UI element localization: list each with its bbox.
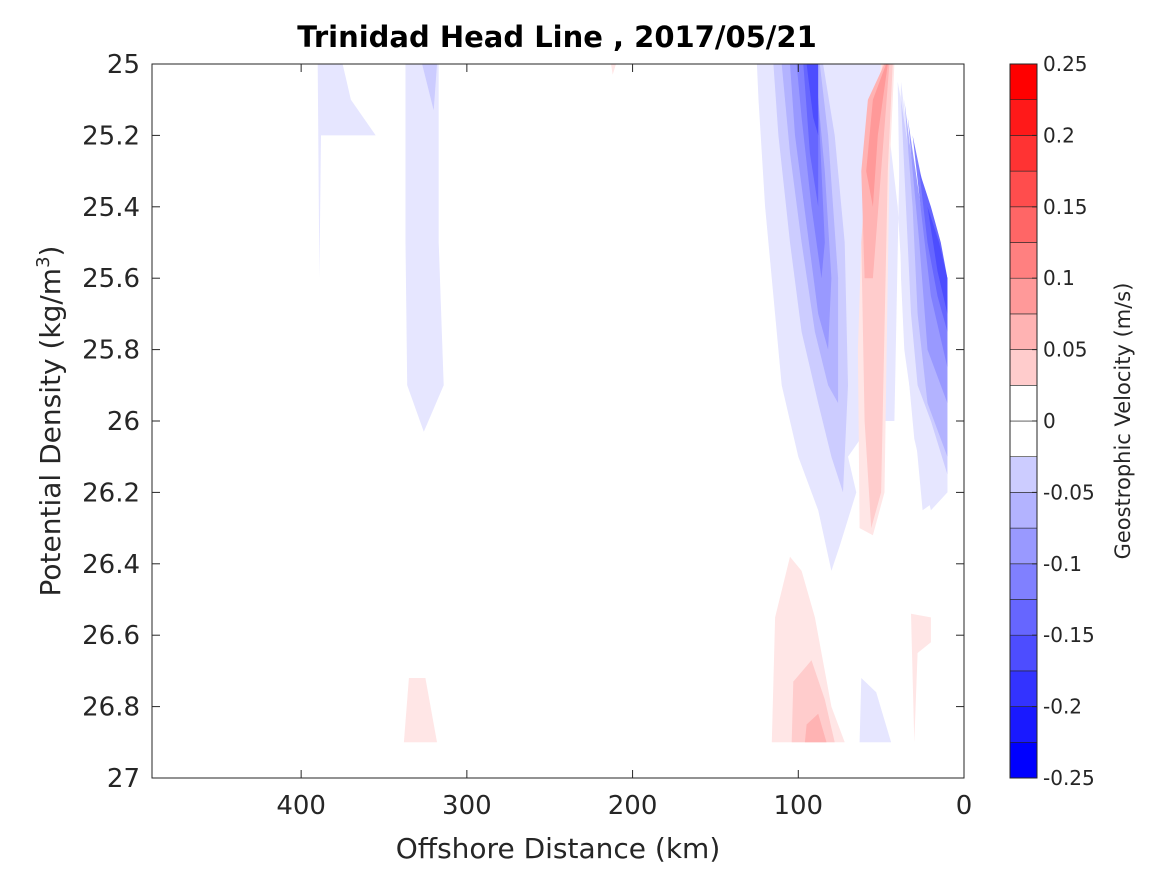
colorbar-swatch — [1009, 706, 1038, 743]
colorbar-swatch — [1009, 492, 1038, 529]
colorbar-tick-label: -0.1 — [1043, 552, 1082, 576]
y-tick-label: 25.8 — [82, 336, 140, 366]
y-tick-label: 25.4 — [82, 193, 140, 223]
contour-region-27 — [911, 613, 931, 743]
colorbar-swatch — [1009, 277, 1038, 315]
x-tick-label: 200 — [608, 791, 658, 821]
y-tick-label: 26.6 — [82, 621, 140, 651]
colorbar-swatch — [1009, 63, 1038, 101]
y-tick-label: 25.2 — [82, 121, 140, 151]
y-tick-label: 26.4 — [82, 550, 140, 580]
colorbar-tick-label: 0.25 — [1043, 52, 1088, 76]
contour-region-23 — [771, 556, 845, 743]
y-axis-label-close: ) — [34, 246, 67, 257]
y-axis-label-main: Potential Density (kg/m — [34, 268, 67, 597]
x-tick-label: 0 — [956, 791, 973, 821]
colorbar-tick-label: 0.15 — [1043, 195, 1088, 219]
colorbar-swatch — [1009, 349, 1038, 386]
y-tick-label: 25 — [107, 50, 140, 80]
colorbar-swatch — [1009, 135, 1038, 172]
contour-region-26 — [859, 678, 892, 743]
colorbar-swatch — [1009, 384, 1038, 422]
colorbar-swatch — [1009, 99, 1038, 136]
y-tick-label: 26 — [107, 407, 140, 437]
colorbar-tick-label: -0.15 — [1043, 623, 1095, 647]
colorbar-swatch — [1009, 313, 1038, 350]
colorbar-tick-label: -0.2 — [1043, 695, 1082, 719]
y-axis-ticks: 25 25.2 25.4 25.6 25.8 26 26.2 26.4 26.6 26.8 27 — [82, 50, 964, 794]
contour-region-22 — [403, 678, 437, 743]
contour-region-25 — [804, 713, 827, 743]
contour-region-14 — [866, 64, 888, 207]
colorbar-swatch — [1009, 170, 1038, 208]
contour-regions — [317, 64, 948, 743]
y-tick-label: 27 — [107, 764, 140, 794]
colorbar-tick-label: 0.2 — [1043, 123, 1075, 147]
contour-region-3 — [611, 64, 616, 75]
colorbar-tick-label: -0.05 — [1043, 480, 1095, 504]
colorbar-swatch — [1009, 420, 1038, 458]
x-axis-ticks: 400 300 200 100 0 — [276, 64, 972, 821]
contour-region-20 — [919, 171, 948, 332]
x-axis-label: Offshore Distance (km) — [396, 832, 721, 865]
y-axis-label: Potential Density (kg/m3) — [33, 246, 67, 597]
contour-region-10 — [806, 64, 819, 136]
colorbar-swatch — [1009, 242, 1038, 279]
colorbar-swatch — [1009, 599, 1038, 636]
colorbar-label: Geostrophic Velocity (m/s) — [1111, 283, 1135, 560]
y-tick-label: 26.2 — [82, 478, 140, 508]
colorbar-swatch — [1009, 527, 1038, 565]
colorbar-tick-label: 0 — [1043, 409, 1056, 433]
colorbar-swatch — [1009, 206, 1038, 243]
contour-region-21 — [927, 206, 948, 314]
y-tick-label: 25.6 — [82, 264, 140, 294]
contour-region-2 — [422, 64, 437, 111]
contour-region-7 — [790, 64, 832, 350]
colorbar-swatch — [1009, 456, 1038, 493]
colorbar-swatch — [1009, 634, 1038, 672]
contour-region-24 — [791, 660, 835, 743]
colorbar: 0.25 0.2 0.15 0.1 0.05 0 -0.05 -0.1 -0.15 -0.2 -0.… — [1009, 52, 1095, 790]
colorbar-swatch — [1009, 670, 1038, 707]
contour-region-0 — [317, 64, 376, 279]
y-axis-label-superscript: 3 — [33, 256, 54, 267]
colorbar-tick-label: 0.1 — [1043, 266, 1075, 290]
x-tick-label: 300 — [442, 791, 492, 821]
x-tick-label: 400 — [276, 791, 326, 821]
colorbar-swatch — [1009, 741, 1038, 779]
y-tick-label: 26.8 — [82, 693, 140, 723]
colorbar-swatch — [1009, 563, 1038, 600]
chart-title: Trinidad Head Line , 2017/05/21 — [297, 20, 817, 54]
colorbar-tick-label: -0.25 — [1043, 766, 1095, 790]
x-tick-label: 100 — [773, 791, 823, 821]
contour-region-1 — [405, 64, 444, 432]
colorbar-tick-label: 0.05 — [1043, 338, 1088, 362]
